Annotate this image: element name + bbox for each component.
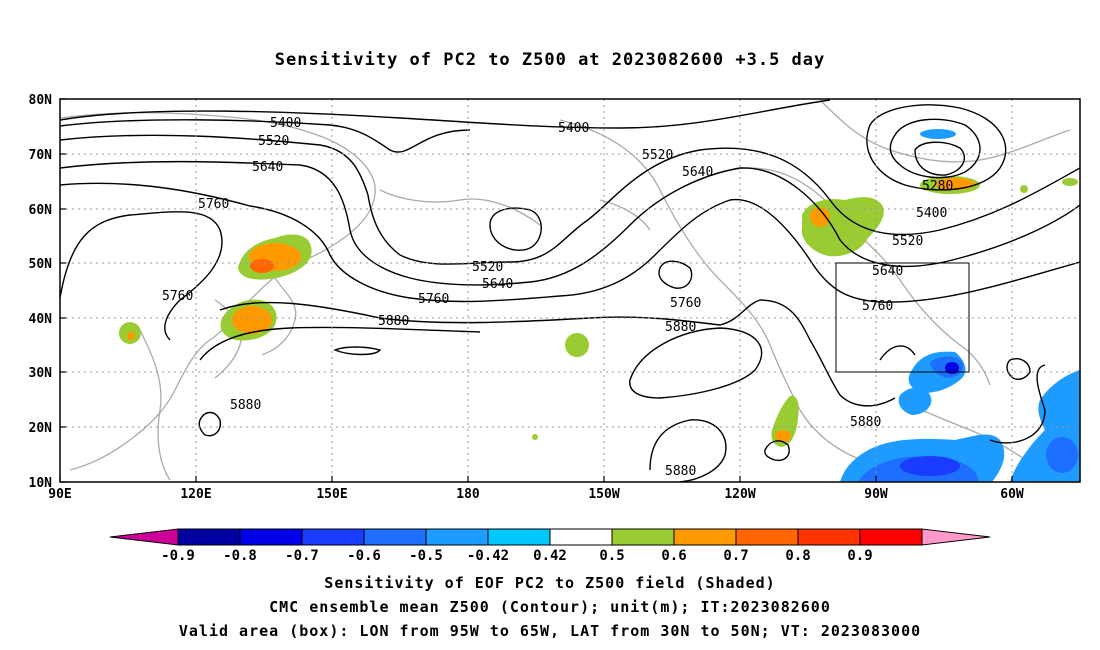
colorbar-label: -0.42 <box>467 548 509 564</box>
tick-marks <box>59 98 1013 483</box>
lat-label-10n: 10N <box>29 476 53 491</box>
colorbar-label: 0.42 <box>533 548 567 564</box>
contour-label: 5400 <box>270 116 301 131</box>
contour-label: 5640 <box>252 160 283 175</box>
colorbar-segment <box>611 528 675 546</box>
lon-label-120w: 120W <box>724 487 755 502</box>
contour-label: 5880 <box>378 314 409 329</box>
lon-label-150e: 150E <box>316 487 347 502</box>
colorbar-segment <box>363 528 427 546</box>
contour-label: 5760 <box>198 197 229 212</box>
lat-label-50n: 50N <box>29 257 53 272</box>
contour-label: 5880 <box>665 464 696 479</box>
contour-label: 5640 <box>482 277 513 292</box>
contour-label: 5880 <box>850 415 881 430</box>
lat-label-40n: 40N <box>29 312 53 327</box>
colorbar-label: -0.9 <box>161 548 195 564</box>
caption-line-3: Valid area (box): LON from 95W to 65W, L… <box>178 622 922 640</box>
caption-line-1: Sensitivity of EOF PC2 to Z500 field (Sh… <box>324 574 776 592</box>
lat-label-80n: 80N <box>29 93 53 108</box>
contour-label: 5760 <box>418 292 449 307</box>
colorbar-label: -0.7 <box>285 548 319 564</box>
lat-label-70n: 70N <box>29 148 53 163</box>
lat-label-30n: 30N <box>29 366 53 381</box>
caption-line-2: CMC ensemble mean Z500 (Contour); unit(m… <box>269 598 831 616</box>
lon-label-120e: 120E <box>180 487 211 502</box>
contour-label: 5280 <box>922 179 953 194</box>
lat-label-60n: 60N <box>29 203 53 218</box>
chart-title: Sensitivity of PC2 to Z500 at 2023082600… <box>274 50 826 70</box>
contour-labels: 5400 5400 5520 5520 5520 5520 5640 5640 … <box>162 116 953 479</box>
contour-label: 5760 <box>162 289 193 304</box>
map-border <box>59 98 1081 483</box>
colorbar: -0.9 -0.8 -0.7 -0.6 -0.5 -0.42 0.42 0.5 0.6 0.7 0.… <box>109 528 991 564</box>
lon-label-60w: 60W <box>1000 487 1024 502</box>
contour-label: 5880 <box>230 398 261 413</box>
lon-label-150w: 150W <box>588 487 619 502</box>
lon-label-90w: 90W <box>864 487 888 502</box>
contour-label: 5520 <box>472 260 503 275</box>
contour-label: 5520 <box>892 234 923 249</box>
colorbar-segment <box>177 528 241 546</box>
colorbar-label: -0.8 <box>223 548 257 564</box>
contour-label: 5400 <box>916 206 947 221</box>
contour-label: 5520 <box>642 148 673 163</box>
contour-label: 5760 <box>670 296 701 311</box>
lat-labels: 80N 70N 60N 50N 40N 30N 20N 10N <box>29 93 53 491</box>
colorbar-label: -0.6 <box>347 548 381 564</box>
graticule <box>60 99 1080 482</box>
colorbar-segment <box>921 528 991 546</box>
colorbar-segment <box>109 528 179 546</box>
colorbar-segment <box>239 528 303 546</box>
lon-label-90e: 90E <box>48 487 71 502</box>
valid-area-box <box>835 262 970 373</box>
colorbar-segment <box>487 528 551 546</box>
contour-label: 5880 <box>665 320 696 335</box>
colorbar-label: -0.5 <box>409 548 443 564</box>
colorbar-label: 0.5 <box>599 548 624 564</box>
lon-labels: 90E 120E 150E 180 150W 120W 90W 60W <box>48 487 1024 502</box>
sensitivity-shading <box>119 129 1080 482</box>
map-area <box>60 99 1080 482</box>
colorbar-label: 0.8 <box>785 548 810 564</box>
colorbar-segment <box>859 528 923 546</box>
colorbar-segment <box>301 528 365 546</box>
lon-label-180: 180 <box>456 487 480 502</box>
contour-label: 5520 <box>258 134 289 149</box>
colorbar-label: 0.7 <box>723 548 748 564</box>
colorbar-label: 0.9 <box>847 548 872 564</box>
colorbar-segment <box>797 528 861 546</box>
colorbar-segment <box>735 528 799 546</box>
colorbar-segment <box>549 528 613 546</box>
colorbar-label: 0.6 <box>661 548 686 564</box>
contour-label: 5400 <box>558 121 589 136</box>
colorbar-segment <box>425 528 489 546</box>
contour-label: 5760 <box>862 299 893 314</box>
contour-label: 5640 <box>682 165 713 180</box>
lat-label-20n: 20N <box>29 421 53 436</box>
colorbar-segment <box>673 528 737 546</box>
contour-label: 5640 <box>872 264 903 279</box>
